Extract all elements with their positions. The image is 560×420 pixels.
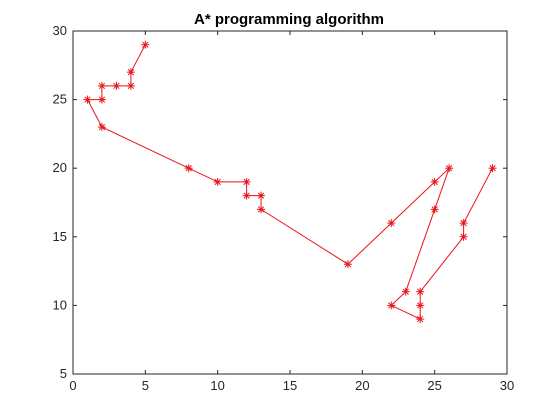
data-point — [257, 205, 266, 214]
data-point — [459, 219, 468, 228]
data-point — [97, 123, 106, 132]
y-tick-label: 5 — [60, 366, 67, 381]
data-point — [126, 68, 135, 77]
y-tick-label: 25 — [53, 92, 67, 107]
data-point — [126, 81, 135, 90]
data-point — [141, 40, 150, 49]
x-tick-label: 0 — [69, 378, 76, 393]
x-tick-label: 25 — [427, 378, 441, 393]
data-point — [430, 205, 439, 214]
data-point — [401, 287, 410, 296]
data-point — [112, 81, 121, 90]
data-point — [488, 164, 497, 173]
data-point — [416, 315, 425, 324]
data-point — [213, 177, 222, 186]
y-tick-label: 10 — [53, 297, 67, 312]
data-point — [387, 301, 396, 310]
data-point — [416, 287, 425, 296]
data-point — [257, 191, 266, 200]
x-tick-label: 30 — [500, 378, 514, 393]
data-point — [97, 81, 106, 90]
data-point — [97, 95, 106, 104]
data-point — [343, 260, 352, 269]
x-tick-label: 10 — [210, 378, 224, 393]
y-tick-label: 15 — [53, 229, 67, 244]
y-tick-label: 20 — [53, 160, 67, 175]
data-point — [416, 301, 425, 310]
data-point — [445, 164, 454, 173]
data-point — [242, 177, 251, 186]
data-point — [387, 219, 396, 228]
x-tick-label: 15 — [283, 378, 297, 393]
data-point — [184, 164, 193, 173]
x-tick-label: 20 — [355, 378, 369, 393]
y-tick-label: 30 — [53, 23, 67, 38]
x-tick-label: 5 — [142, 378, 149, 393]
data-point — [242, 191, 251, 200]
axes-box — [72, 30, 508, 375]
data-point — [83, 95, 92, 104]
chart-title: A* programming algorithm — [194, 11, 384, 28]
data-point — [459, 232, 468, 241]
data-point — [430, 177, 439, 186]
